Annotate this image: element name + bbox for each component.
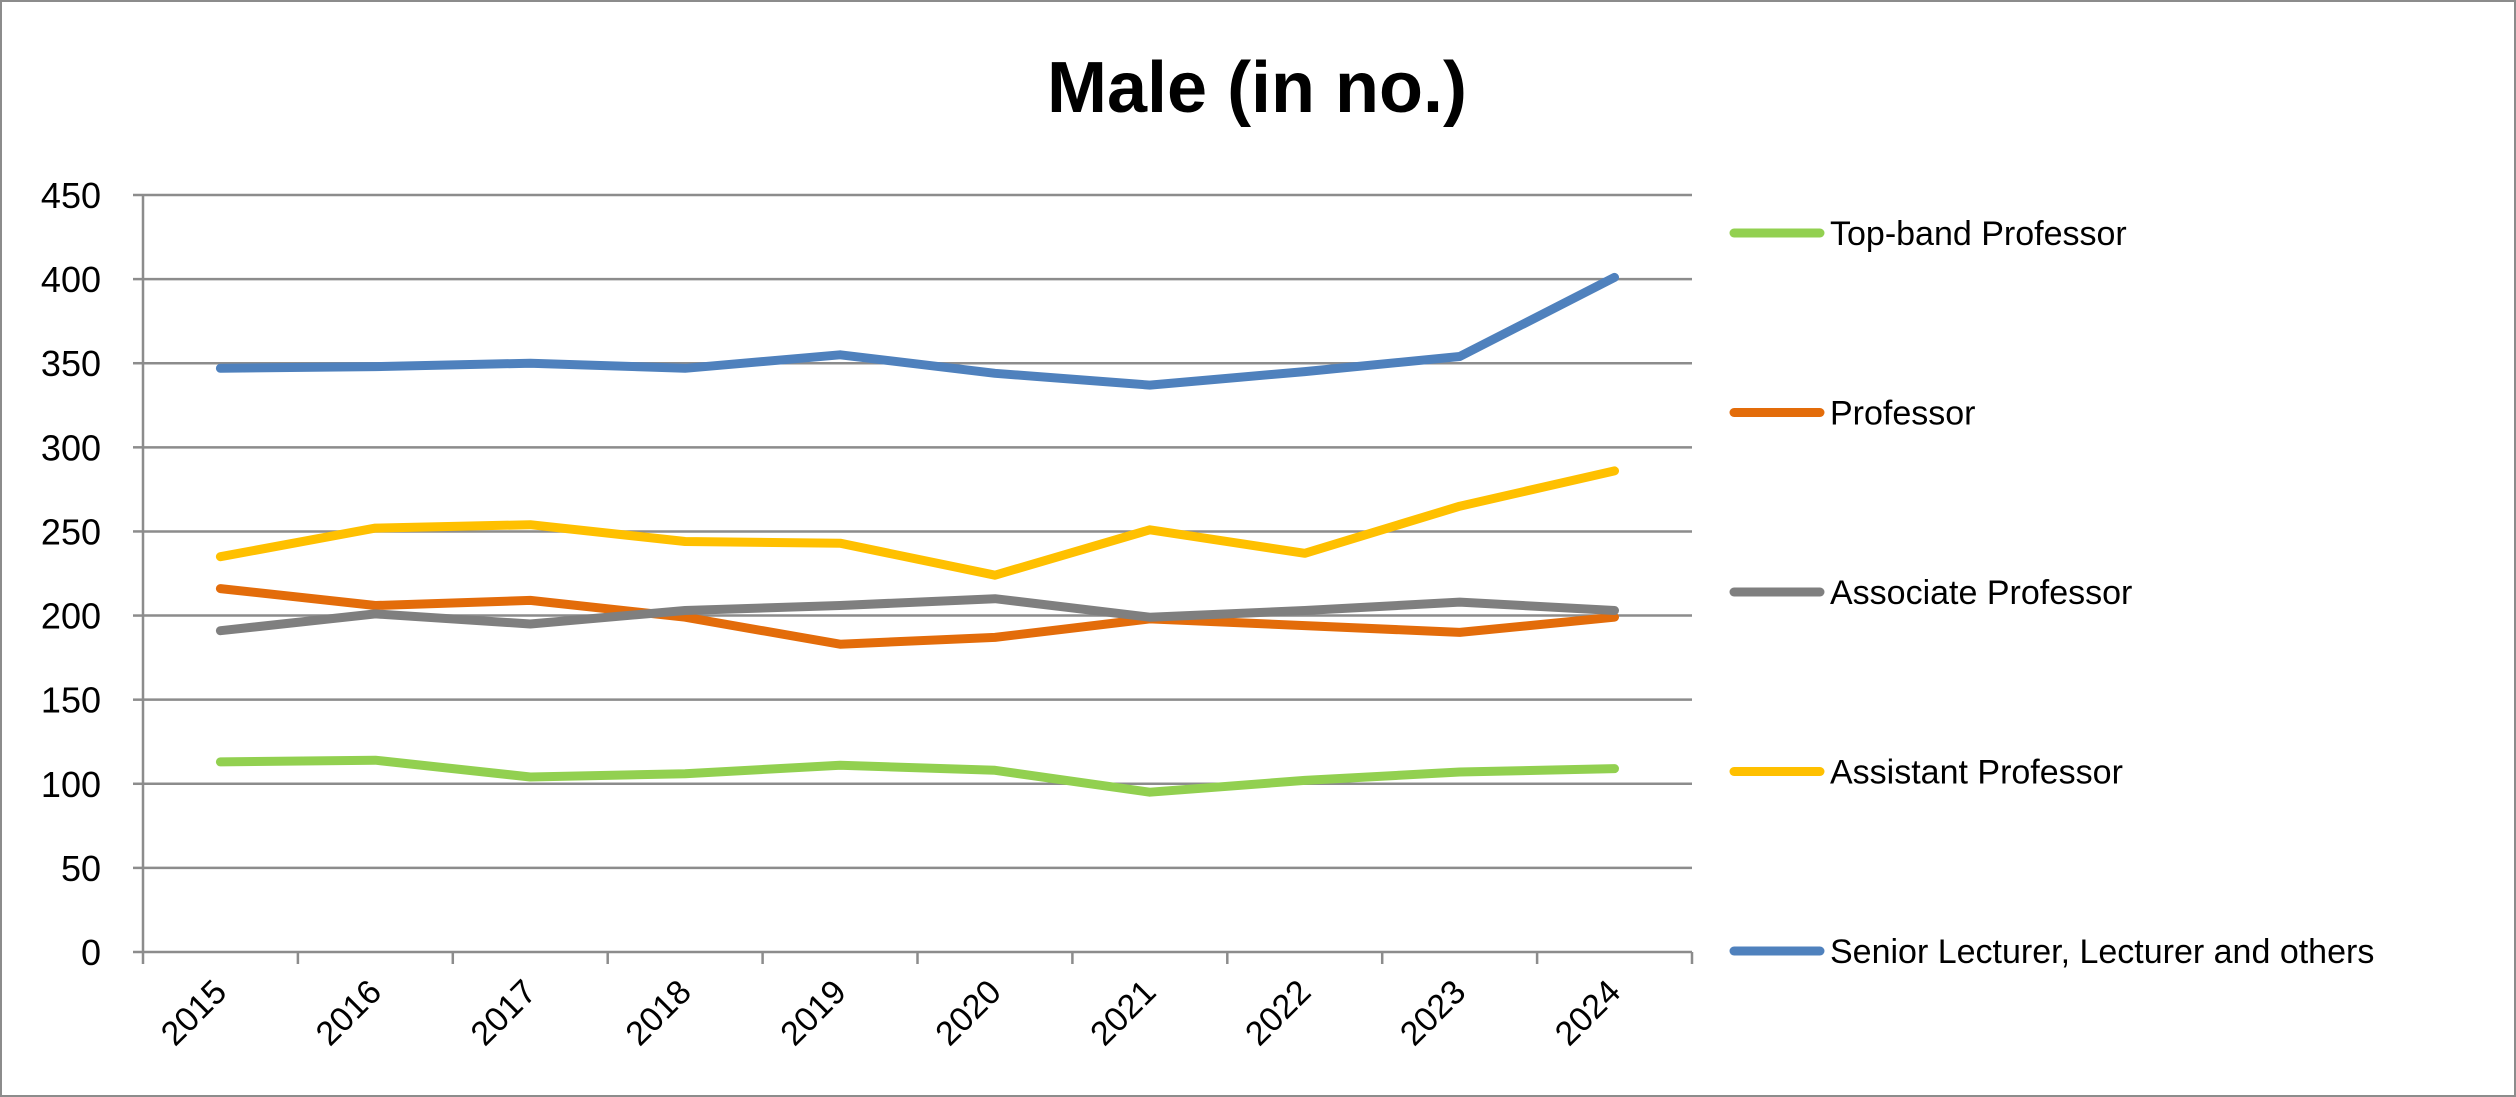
y-tick-label: 350: [41, 343, 101, 384]
y-tick-label: 400: [41, 259, 101, 300]
series-line-3: [215, 466, 1619, 580]
x-tick-label: 2024: [1548, 973, 1628, 1053]
series-lines: [215, 272, 1619, 797]
y-tick-label: 200: [41, 596, 101, 637]
legend-label-0: Top-band Professor: [1830, 215, 2127, 253]
x-tick-label: 2020: [928, 973, 1008, 1053]
y-tick-label: 450: [41, 175, 101, 216]
y-tick-label: 150: [41, 680, 101, 721]
legend-label-4: Senior Lecturer, Lecturer and others: [1830, 933, 2374, 971]
legend-label-3: Assistant Professor: [1830, 754, 2123, 792]
series-line-2: [215, 594, 1619, 636]
x-tick-label: 2019: [773, 973, 853, 1053]
y-tick-label: 0: [81, 932, 101, 973]
y-axis-ticks: 0 50 100 150 200 250 300 350 400 450: [41, 175, 143, 973]
x-tick-label: 2023: [1393, 973, 1473, 1053]
x-tick-label: 2017: [464, 973, 544, 1053]
axes: [141, 195, 1692, 954]
y-tick-label: 100: [41, 764, 101, 805]
y-tick-label: 50: [61, 848, 101, 889]
x-tick-label: 2015: [154, 973, 234, 1053]
legend-label-1: Professor: [1830, 395, 1976, 433]
chart-title: Male (in no.): [1047, 48, 1467, 128]
series-line-4: [215, 272, 1619, 390]
x-tick-label: 2021: [1083, 973, 1163, 1053]
x-tick-label: 2022: [1238, 973, 1318, 1053]
y-tick-label: 250: [41, 511, 101, 552]
legend-label-2: Associate Professor: [1830, 574, 2132, 612]
y-tick-label: 300: [41, 427, 101, 468]
series-line-1: [215, 584, 1619, 649]
x-tick-label: 2016: [309, 973, 389, 1053]
legend: Top-band Professor Professor Associate Pro…: [1729, 215, 2374, 971]
x-axis-ticks: 2015 2016 2017 2018 2019 2020 2021 2022 2023 2024: [141, 952, 1694, 1053]
series-line-0: [215, 755, 1619, 797]
x-tick-label: 2018: [618, 973, 698, 1053]
